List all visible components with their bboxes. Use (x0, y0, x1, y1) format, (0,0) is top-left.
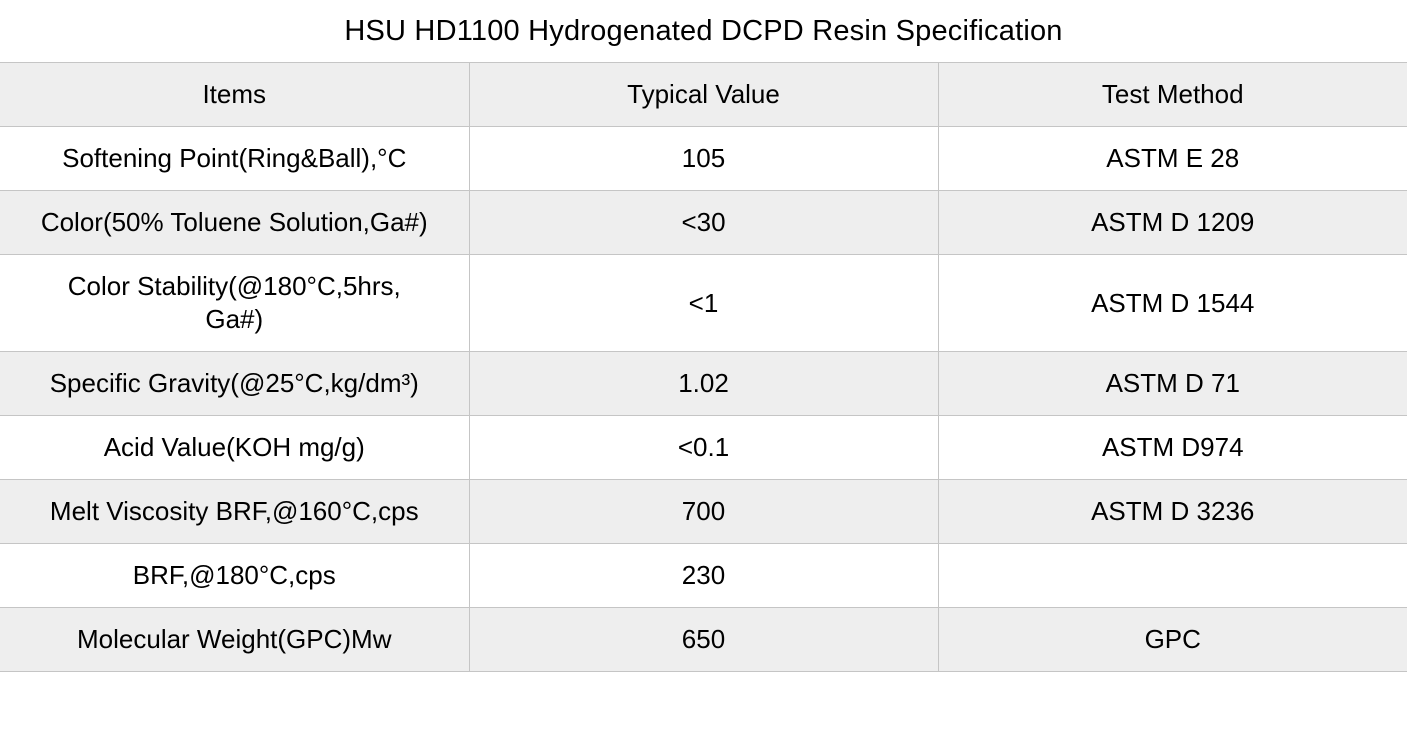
value-cell: 650 (468, 607, 938, 672)
header-row: Items Typical Value Test Method (0, 62, 1407, 127)
table-row-color-stability: Color Stability(@180°C,5hrs, Ga#) <1 AST… (0, 254, 1407, 352)
column-header-test-method: Test Method (937, 62, 1407, 127)
value-cell: 1.02 (468, 351, 938, 416)
value-cell: <1 (468, 254, 938, 352)
value-cell: 230 (468, 543, 938, 608)
table-row-specific-gravity: Specific Gravity(@25°C,kg/dm³) 1.02 ASTM… (0, 351, 1407, 416)
method-cell: ASTM D 1209 (937, 190, 1407, 255)
method-cell: ASTM E 28 (937, 126, 1407, 191)
method-cell: ASTM D974 (937, 415, 1407, 480)
table-row-acid-value: Acid Value(KOH mg/g) <0.1 ASTM D974 (0, 415, 1407, 480)
spec-table: Items Typical Value Test Method Softenin… (0, 62, 1407, 672)
value-cell: <30 (468, 190, 938, 255)
item-cell: Softening Point(Ring&Ball),°C (0, 126, 469, 191)
table-row-melt-viscosity-160: Melt Viscosity BRF,@160°C,cps 700 ASTM D… (0, 479, 1407, 544)
method-cell (937, 543, 1407, 608)
item-cell: Color(50% Toluene Solution,Ga#) (0, 190, 469, 255)
table-row-softening-point: Softening Point(Ring&Ball),°C 105 ASTM E… (0, 126, 1407, 191)
column-header-typical-value: Typical Value (468, 62, 938, 127)
item-cell: Color Stability(@180°C,5hrs, Ga#) (0, 254, 469, 352)
item-cell: BRF,@180°C,cps (0, 543, 469, 608)
method-cell: GPC (937, 607, 1407, 672)
method-cell: ASTM D 1544 (937, 254, 1407, 352)
value-cell: 700 (468, 479, 938, 544)
table-row-molecular-weight: Molecular Weight(GPC)Mw 650 GPC (0, 607, 1407, 672)
method-cell: ASTM D 3236 (937, 479, 1407, 544)
value-cell: <0.1 (468, 415, 938, 480)
value-cell: 105 (468, 126, 938, 191)
item-cell: Melt Viscosity BRF,@160°C,cps (0, 479, 469, 544)
table-row-brf-180: BRF,@180°C,cps 230 (0, 543, 1407, 608)
column-header-items: Items (0, 62, 469, 127)
item-cell: Specific Gravity(@25°C,kg/dm³) (0, 351, 469, 416)
item-cell: Molecular Weight(GPC)Mw (0, 607, 469, 672)
page-title: HSU HD1100 Hydrogenated DCPD Resin Speci… (344, 14, 1063, 47)
method-cell: ASTM D 71 (937, 351, 1407, 416)
table-row-color: Color(50% Toluene Solution,Ga#) <30 ASTM… (0, 190, 1407, 255)
item-cell: Acid Value(KOH mg/g) (0, 415, 469, 480)
